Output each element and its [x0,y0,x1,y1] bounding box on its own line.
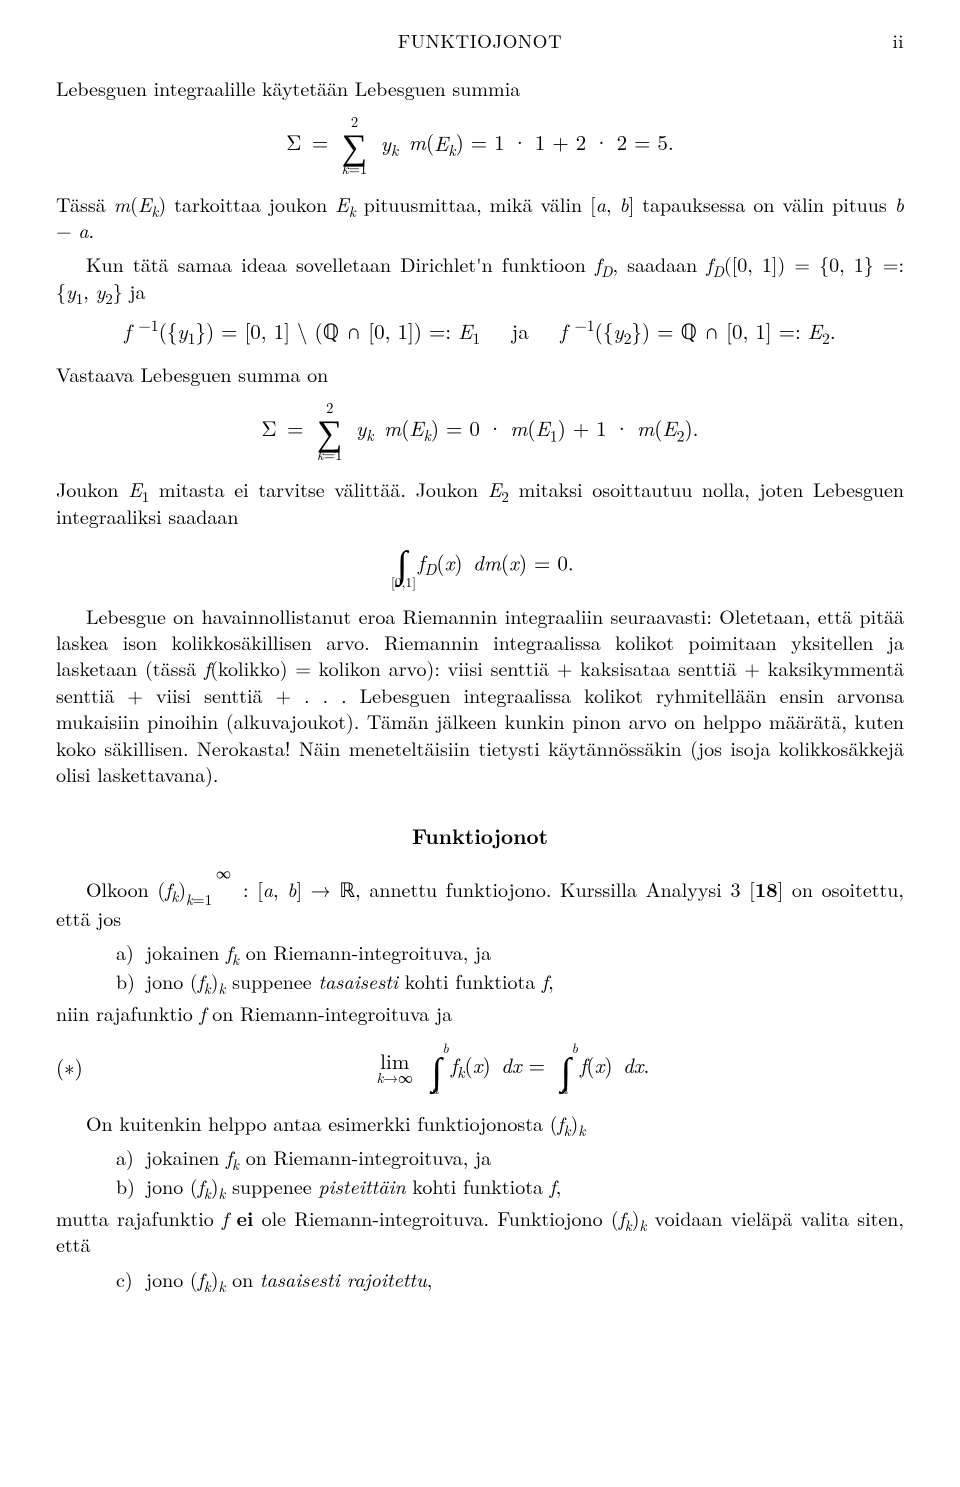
list3-c-em: tasaisesti rajoitettu [260,1264,427,1293]
list-1: a)jokainen fk on Riemann-integroituva, j… [116,939,904,994]
para-lebesgue-intro: Lebesguen integraalille käytetään Lebesg… [56,75,904,101]
eq-star: (∗) lim k→∞ b ∫ a fk(x) dx = b ∫ a f(x) … [56,1041,904,1096]
list-2-b: b)jono (fk)k suppenee pisteittäin kohti … [116,1173,904,1199]
running-head: FUNKTIOJONOT ii [56,28,904,53]
list-3: c)jono (fk)k on tasaisesti rajoitettu, [116,1266,904,1292]
list3-c-post: , [427,1264,433,1293]
list-1-b: b)jono (fk)k suppenee tasaisesti kohti f… [116,968,904,994]
eq-sigma-1: Σ = 2 ∑ k=1 yk m(Ek) = 1 · 1 + 2 · 2 = 5… [56,115,904,176]
para-joukon: Joukon E1 mitasta ei tarvitse välittää. … [56,476,904,529]
list2-b-em: pisteittäin [318,1171,405,1200]
eq-star-tag: (∗) [56,1054,119,1082]
section-title: Funktiojonot [56,823,904,851]
para-vastaava: Vastaava Lebesguen summa on [56,361,904,387]
list-1-a: a)jokainen fk on Riemann-integroituva, j… [116,939,904,965]
eq3-lower: k=1 [317,448,343,463]
running-head-center: FUNKTIOJONOT [339,28,622,53]
para-mutta: mutta rajafunktio f ei ole Riemann-integ… [56,1205,904,1258]
running-head-right: ii [621,28,904,53]
para-tassa: Tässä m(Ek) tarkoittaa joukon Ek pituusm… [56,191,904,244]
eq-integral-fd: ∫ [0,1] fD(x) dm(x) = 0. [56,543,904,588]
ref-18: 18 [755,874,778,903]
page: FUNKTIOJONOT ii Lebesguen integraalille … [0,0,960,1338]
para-niin: niin rajafunktio f on Riemann-integroitu… [56,1000,904,1026]
list-2-a: a)jokainen fk on Riemann-integroituva, j… [116,1144,904,1170]
eq5-int2-lower: a [554,1082,578,1096]
para-dirichlet: Kun tätä samaa ideaa sovelletaan Dirichl… [56,251,904,304]
para-kuitenkin: On kuitenkin helppo antaa esimerkki funk… [56,1110,904,1136]
list1-b-em: tasaisesti [318,966,398,995]
list-2: a)jokainen fk on Riemann-integroituva, j… [116,1144,904,1199]
eq5-lim-bot: k→∞ [377,1071,413,1086]
eq-sigma-2: Σ = 2 ∑ k=1 yk m(Ek) = 0 · m(E1) + 1 · m… [56,401,904,462]
para-olkoon: Olkoon (fk)∞k=1 : [a, b] → ℝ, annettu fu… [56,869,904,931]
eq-preimages: f −1({y1}) = [0, 1] \ (ℚ ∩ [0, 1]) =: E1… [56,318,904,347]
eq4-sub: [0,1] [388,575,416,589]
para10-bold: ei [236,1203,253,1232]
eq5-int1-lower: a [425,1082,449,1096]
list-3-c: c)jono (fk)k on tasaisesti rajoitettu, [116,1266,904,1292]
para-havainnollistanut: Lebesgue on havainnollistanut eroa Riema… [56,603,904,788]
eq1-lower: k=1 [342,162,368,177]
